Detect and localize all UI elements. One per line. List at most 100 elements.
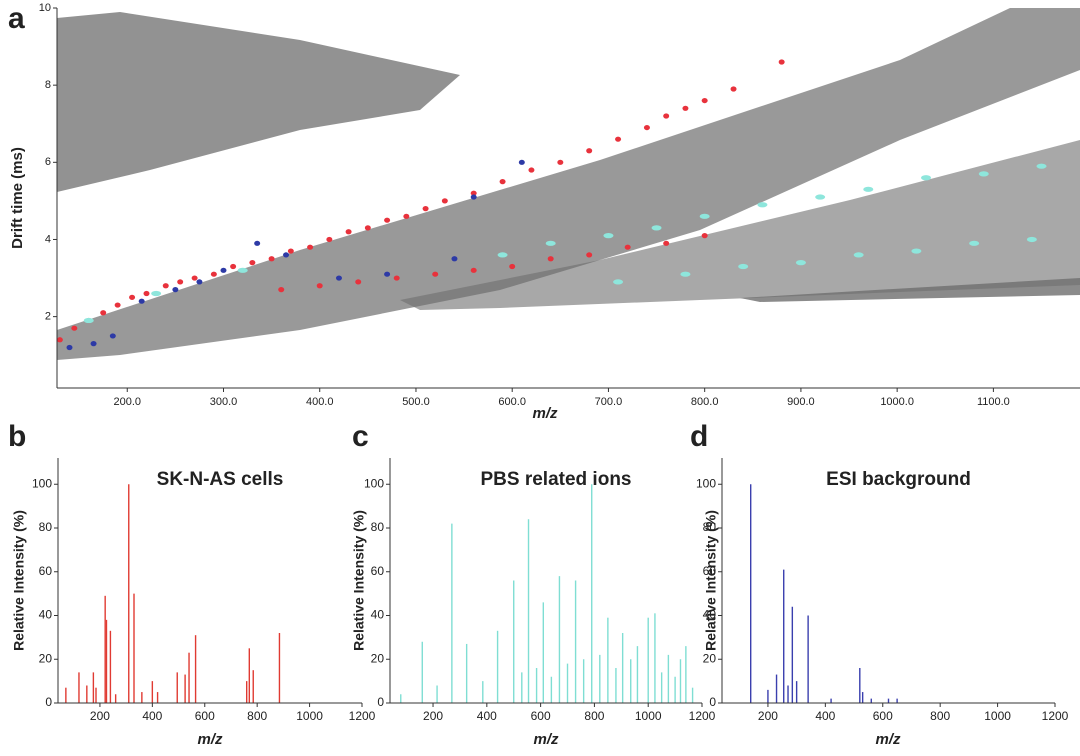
x-axis-label: m/z: [533, 731, 559, 748]
point: [518, 159, 525, 165]
x-tick-label: 800: [930, 709, 950, 723]
point: [210, 271, 217, 277]
point: [268, 256, 275, 262]
point: [911, 248, 922, 254]
y-tick-label: 10: [39, 2, 51, 14]
point: [129, 294, 136, 300]
y-tick-label: 0: [377, 695, 384, 709]
x-tick-label: 800: [247, 709, 267, 723]
point: [663, 240, 670, 246]
point: [384, 271, 391, 277]
x-tick-label: 400: [815, 709, 835, 723]
point: [364, 225, 371, 231]
y-tick-label: 80: [703, 520, 717, 534]
point: [345, 229, 352, 235]
point: [815, 194, 826, 200]
point: [393, 275, 400, 281]
point: [586, 252, 593, 258]
x-tick-label: 1000: [635, 709, 662, 723]
point: [191, 275, 198, 281]
y-axis-label: Relative Intensity (%): [703, 510, 719, 651]
point: [114, 302, 121, 308]
point: [738, 263, 749, 270]
y-axis-label: Relative Intensity (%): [11, 510, 27, 651]
y-tick-label: 6: [45, 156, 51, 168]
point: [283, 252, 290, 258]
x-tick-label: 300.0: [210, 396, 238, 408]
x-tick-label: 400.0: [306, 396, 334, 408]
point: [499, 179, 506, 185]
point: [90, 341, 97, 347]
x-tick-label: 900.0: [787, 396, 815, 408]
point: [66, 344, 73, 351]
point: [624, 244, 631, 250]
x-tick-label: 700.0: [595, 396, 623, 408]
chart-title: SK-N-AS cells: [157, 469, 284, 490]
x-tick-label: 1200: [1042, 709, 1069, 723]
y-tick-label: 60: [703, 564, 717, 578]
point: [100, 310, 107, 316]
y-tick-label: 60: [39, 564, 53, 578]
y-tick-label: 20: [39, 651, 53, 665]
y-tick-label: 0: [709, 695, 716, 709]
point: [509, 263, 516, 270]
point: [470, 194, 477, 200]
point: [663, 113, 670, 119]
point: [470, 190, 477, 196]
point: [757, 202, 768, 208]
x-tick-label: 1000: [984, 709, 1011, 723]
y-tick-label: 40: [39, 608, 53, 622]
point: [643, 124, 650, 131]
point: [1026, 236, 1037, 243]
y-tick-label: 60: [371, 564, 385, 578]
y-tick-label: 80: [371, 520, 385, 534]
panel-label: d: [690, 420, 708, 453]
point: [586, 148, 593, 154]
point: [795, 260, 806, 266]
point: [335, 275, 342, 281]
point: [603, 233, 614, 239]
point: [151, 290, 162, 297]
point: [451, 256, 458, 262]
point: [921, 175, 932, 181]
point: [307, 244, 314, 250]
x-tick-label: 1000: [296, 709, 323, 723]
x-tick-label: 1200: [349, 709, 376, 723]
point: [730, 86, 737, 92]
y-tick-label: 100: [696, 476, 716, 490]
point: [177, 279, 184, 285]
point: [853, 252, 864, 258]
point: [701, 97, 708, 104]
point: [680, 271, 691, 277]
chart-title: ESI background: [826, 469, 971, 490]
y-tick-label: 20: [371, 651, 385, 665]
x-tick-label: 800: [584, 709, 604, 723]
x-axis-label: m/z: [197, 731, 223, 748]
point: [545, 240, 556, 246]
y-tick-label: 8: [45, 79, 51, 91]
point: [138, 298, 145, 304]
point: [287, 248, 294, 254]
point: [470, 267, 477, 273]
y-axis-label: Drift time (ms): [9, 147, 26, 249]
point: [778, 59, 785, 65]
point: [326, 236, 333, 243]
point: [432, 271, 439, 277]
x-axis-label: m/z: [875, 731, 901, 748]
point: [220, 267, 227, 273]
point: [682, 105, 689, 111]
point: [699, 213, 710, 219]
point: [497, 252, 508, 258]
x-tick-label: 600: [195, 709, 215, 723]
point: [162, 283, 169, 289]
chart-title: PBS related ions: [481, 469, 632, 490]
point: [316, 283, 323, 289]
point: [1036, 163, 1047, 169]
point: [547, 256, 554, 262]
point: [615, 136, 622, 142]
point: [249, 260, 256, 266]
y-tick-label: 100: [32, 476, 52, 490]
panel-label: c: [352, 420, 369, 453]
point: [403, 213, 410, 219]
